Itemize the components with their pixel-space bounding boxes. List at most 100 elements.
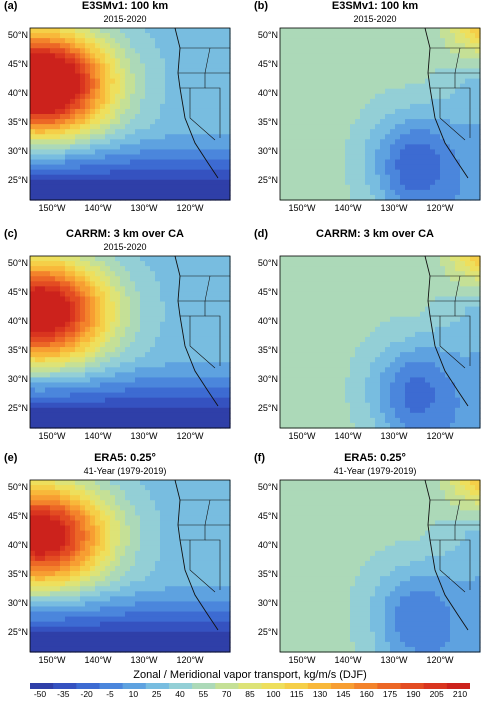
map-cell bbox=[355, 108, 361, 115]
map-cell bbox=[385, 48, 391, 54]
map-cell bbox=[45, 347, 51, 353]
map-cell bbox=[315, 326, 321, 333]
map-cell bbox=[185, 367, 191, 373]
map-cell bbox=[100, 422, 106, 429]
map-cell bbox=[40, 108, 46, 115]
map-cell bbox=[170, 159, 176, 166]
map-cell bbox=[375, 382, 381, 389]
map-cell bbox=[415, 58, 421, 65]
map-cell bbox=[40, 164, 46, 171]
map-cell bbox=[310, 397, 316, 404]
map-cell bbox=[335, 68, 341, 75]
map-cell bbox=[345, 58, 351, 65]
map-cell bbox=[425, 189, 431, 196]
map-cell bbox=[310, 98, 316, 105]
map-cell bbox=[350, 417, 356, 424]
map-cell bbox=[75, 144, 81, 151]
map-cell bbox=[160, 362, 166, 368]
map-cell bbox=[470, 28, 476, 34]
map-cell bbox=[170, 194, 176, 201]
map-cell bbox=[300, 169, 306, 176]
map-cell bbox=[55, 119, 61, 125]
map-cell bbox=[140, 321, 146, 328]
map-cell bbox=[395, 397, 401, 404]
map-cell bbox=[355, 169, 361, 176]
map-cell bbox=[75, 316, 81, 323]
map-cell bbox=[155, 58, 161, 65]
map-cell bbox=[210, 159, 216, 166]
map-cell bbox=[365, 311, 371, 318]
map-cell bbox=[405, 124, 411, 130]
map-cell bbox=[115, 291, 121, 298]
map-cell bbox=[105, 194, 111, 201]
map-cell bbox=[90, 402, 96, 409]
map-cell bbox=[160, 382, 166, 389]
map-cell bbox=[80, 271, 86, 277]
map-cell bbox=[225, 189, 231, 196]
map-cell bbox=[35, 179, 41, 186]
map-cell bbox=[205, 38, 211, 44]
map-cell bbox=[185, 301, 191, 308]
map-cell bbox=[370, 43, 376, 49]
map-cell bbox=[165, 43, 171, 49]
map-cell bbox=[160, 103, 166, 110]
map-cell bbox=[410, 108, 416, 115]
map-cell bbox=[85, 179, 91, 186]
map-cell bbox=[95, 93, 101, 100]
map-cell bbox=[105, 316, 111, 323]
map-cell bbox=[40, 321, 46, 328]
map-cell bbox=[315, 301, 321, 308]
map-cell bbox=[180, 88, 186, 95]
map-cell bbox=[200, 194, 206, 201]
map-cell bbox=[210, 306, 216, 313]
map-cell bbox=[225, 28, 231, 34]
map-cell bbox=[335, 276, 341, 282]
map-cell bbox=[55, 164, 61, 171]
map-cell bbox=[190, 139, 196, 145]
map-cell bbox=[330, 342, 336, 348]
map-cell bbox=[120, 321, 126, 328]
map-cell bbox=[300, 321, 306, 328]
map-cell bbox=[60, 281, 66, 287]
map-cell bbox=[220, 43, 226, 49]
map-cell bbox=[405, 53, 411, 59]
map-cell bbox=[415, 68, 421, 75]
map-cell bbox=[85, 108, 91, 115]
map-cell bbox=[325, 58, 331, 65]
map-cell bbox=[305, 331, 311, 338]
map-cell bbox=[370, 103, 376, 110]
map-cell bbox=[360, 83, 366, 90]
map-cell bbox=[70, 336, 76, 343]
map-cell bbox=[340, 412, 346, 419]
map-cell bbox=[390, 149, 396, 156]
map-cell bbox=[35, 114, 41, 120]
map-cell bbox=[40, 402, 46, 409]
map-cell bbox=[320, 291, 326, 298]
map-cell bbox=[30, 266, 36, 272]
map-cell bbox=[385, 417, 391, 424]
map-cell bbox=[210, 114, 216, 120]
map-cell bbox=[45, 179, 51, 186]
map-cell bbox=[115, 367, 121, 373]
map-cell bbox=[170, 144, 176, 151]
map-cell bbox=[195, 342, 201, 348]
map-cell bbox=[395, 392, 401, 399]
map-cell bbox=[160, 28, 166, 34]
map-cell bbox=[150, 336, 156, 343]
map-cell bbox=[175, 397, 181, 404]
map-cell bbox=[335, 194, 341, 201]
map-cell bbox=[435, 48, 441, 54]
map-cell bbox=[405, 73, 411, 80]
map-cell bbox=[130, 114, 136, 120]
map-cell bbox=[65, 392, 71, 399]
map-cell bbox=[360, 407, 366, 414]
map-cell bbox=[180, 352, 186, 358]
map-cell bbox=[285, 392, 291, 399]
map-cell bbox=[30, 129, 36, 135]
map-cell bbox=[95, 281, 101, 287]
map-cell bbox=[375, 98, 381, 105]
map-cell bbox=[320, 321, 326, 328]
map-cell bbox=[190, 357, 196, 363]
map-cell bbox=[100, 387, 106, 394]
map-cell bbox=[130, 174, 136, 181]
